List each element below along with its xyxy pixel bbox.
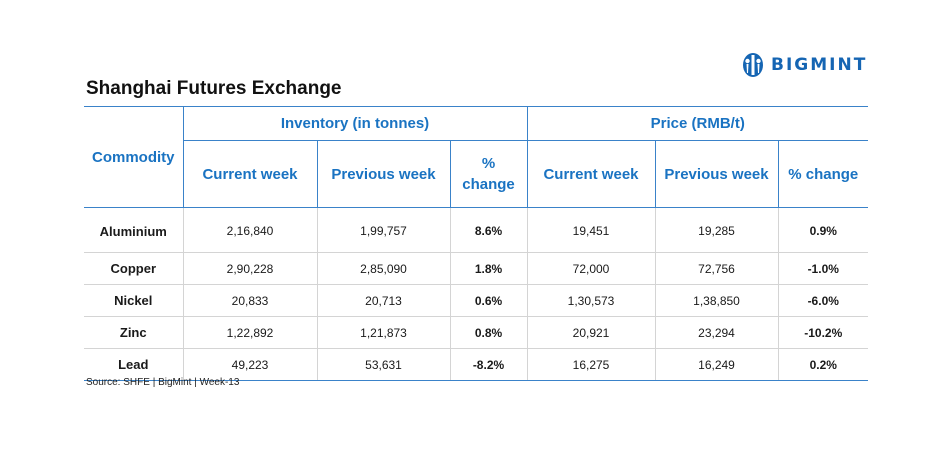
price-previous-cell: 16,249 — [654, 348, 778, 381]
inventory-change-cell: 0.8% — [449, 316, 527, 349]
source-note: Source: SHFE | BigMint | Week-13 — [86, 377, 240, 388]
bigmint-logo-icon — [743, 53, 763, 77]
table-row: Lead 49,223 53,631 -8.2% 16,275 16,249 0… — [84, 348, 868, 381]
inventory-current-cell: 1,22,892 — [182, 316, 317, 349]
inventory-previous-week-header: Previous week — [316, 140, 450, 208]
table-row: Aluminium 2,16,840 1,99,757 8.6% 19,451 … — [84, 207, 868, 253]
price-previous-cell: 23,294 — [654, 316, 778, 349]
price-previous-cell: 1,38,850 — [654, 284, 778, 317]
commodity-cell: Nickel — [84, 284, 183, 317]
inventory-current-cell: 2,90,228 — [182, 252, 317, 285]
inventory-current-cell: 20,833 — [182, 284, 317, 317]
table-row: Zinc 1,22,892 1,21,873 0.8% 20,921 23,29… — [84, 316, 868, 349]
inventory-change-header-line2: change — [462, 176, 515, 193]
inventory-change-cell: -8.2% — [449, 348, 527, 381]
inventory-current-week-header: Current week — [182, 140, 317, 208]
brand-name: BIGMINT — [771, 55, 868, 75]
inventory-change-cell: 1.8% — [449, 252, 527, 285]
inventory-group-header: Inventory (in tonnes) — [182, 106, 527, 141]
inventory-change-header: % change — [449, 140, 527, 208]
price-change-cell: -6.0% — [777, 284, 868, 317]
price-change-cell: 0.9% — [777, 207, 868, 253]
commodity-cell: Lead — [84, 348, 183, 381]
price-current-cell: 16,275 — [526, 348, 655, 381]
price-current-cell: 20,921 — [526, 316, 655, 349]
price-group-header: Price (RMB/t) — [526, 106, 868, 141]
inventory-previous-cell: 20,713 — [316, 284, 450, 317]
commodity-cell: Zinc — [84, 316, 183, 349]
commodity-header: Commodity — [84, 106, 183, 208]
price-change-header: % change — [777, 140, 868, 208]
price-previous-cell: 19,285 — [654, 207, 778, 253]
inventory-change-cell: 8.6% — [449, 207, 527, 253]
price-current-cell: 1,30,573 — [526, 284, 655, 317]
page-title: Shanghai Futures Exchange — [86, 78, 342, 99]
table-row: Nickel 20,833 20,713 0.6% 1,30,573 1,38,… — [84, 284, 868, 317]
commodity-cell: Aluminium — [99, 223, 167, 239]
price-current-cell: 72,000 — [526, 252, 655, 285]
inventory-current-cell: 49,223 — [182, 348, 317, 381]
inventory-change-cell: 0.6% — [449, 284, 527, 317]
price-change-cell: -10.2% — [777, 316, 868, 349]
price-change-cell: -1.0% — [777, 252, 868, 285]
price-change-cell: 0.2% — [777, 348, 868, 381]
table-row: Copper 2,90,228 2,85,090 1.8% 72,000 72,… — [84, 252, 868, 285]
inventory-previous-cell: 1,99,757 — [316, 207, 450, 253]
inventory-current-cell: 2,16,840 — [182, 207, 317, 253]
inventory-previous-cell: 1,21,873 — [316, 316, 450, 349]
inventory-previous-cell: 2,85,090 — [316, 252, 450, 285]
price-previous-cell: 72,756 — [654, 252, 778, 285]
brand-logo: BIGMINT — [742, 50, 867, 80]
price-previous-week-header: Previous week — [654, 140, 778, 208]
inventory-price-table: Commodity Inventory (in tonnes) Price (R… — [84, 106, 868, 381]
price-current-week-header: Current week — [526, 140, 655, 208]
inventory-previous-cell: 53,631 — [316, 348, 450, 381]
commodity-cell: Copper — [84, 252, 183, 285]
price-current-cell: 19,451 — [526, 207, 655, 253]
inventory-change-header-line1: % — [481, 155, 496, 172]
